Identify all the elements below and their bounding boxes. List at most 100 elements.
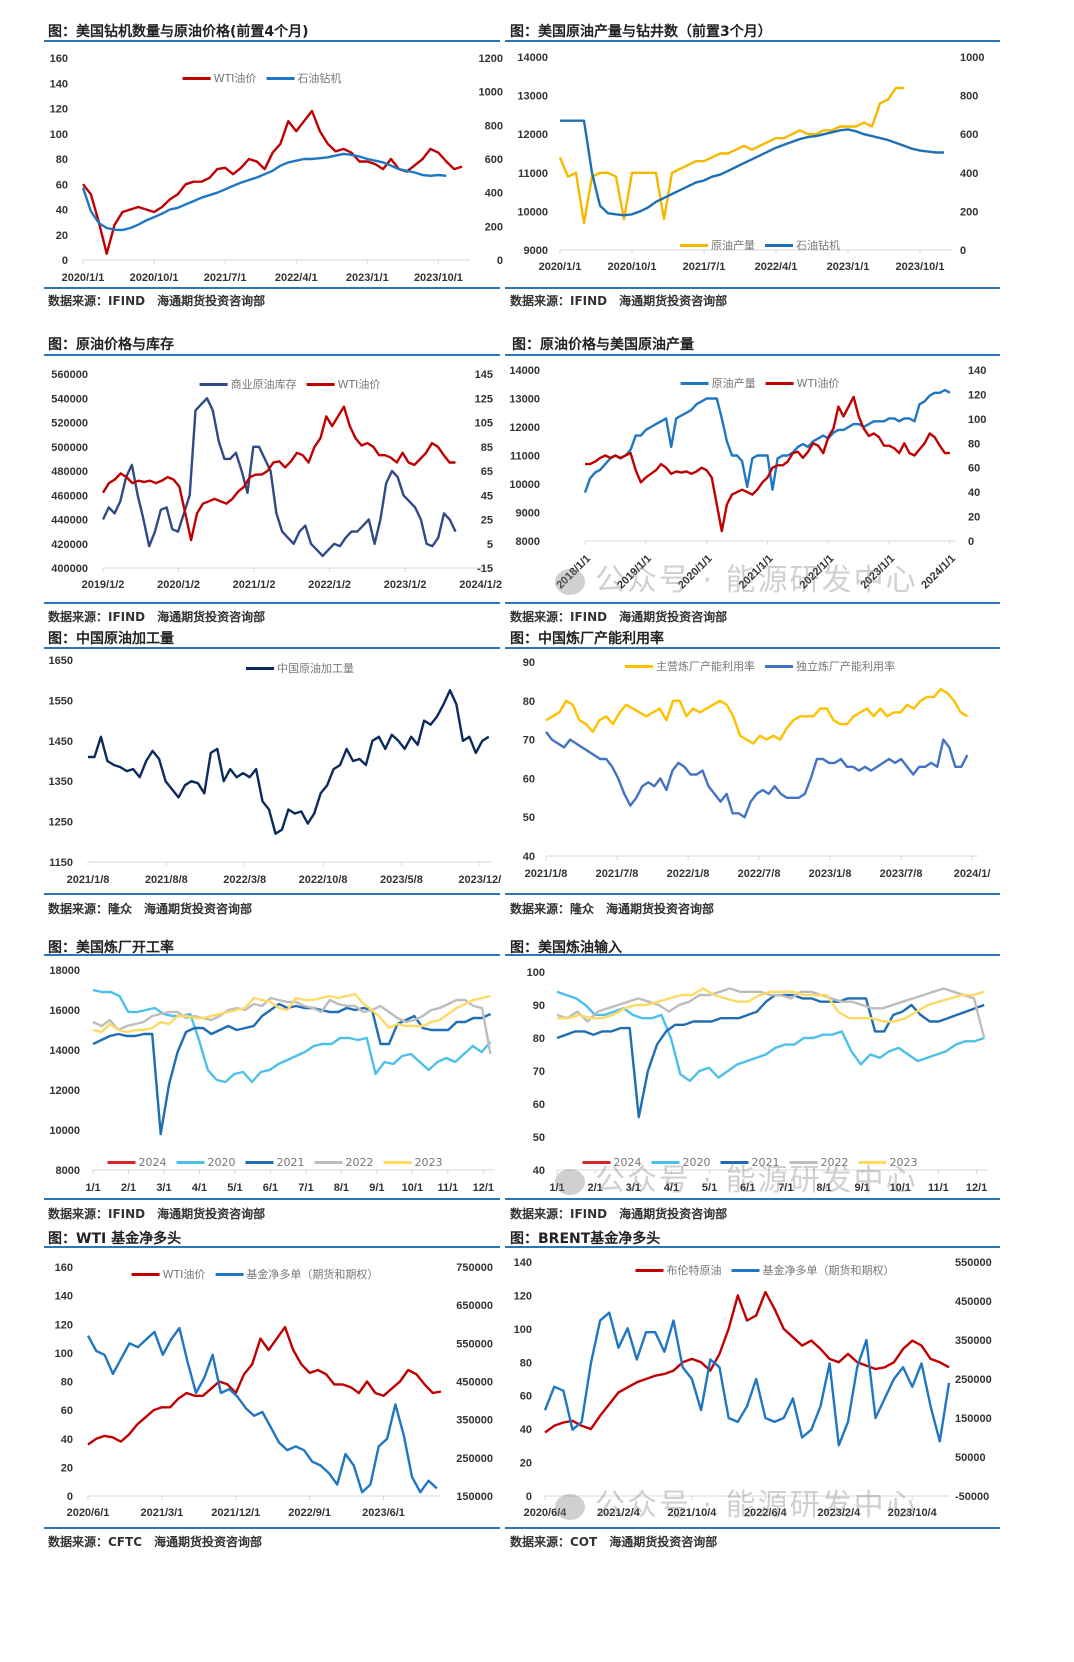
y-tick-label: 50 xyxy=(533,1132,545,1144)
x-tick-label: 2020/10/1 xyxy=(608,261,657,273)
x-tick-label: 10/1 xyxy=(890,1182,911,1194)
data-source: 数据来源：IFIND 海通期货投资咨询部 xyxy=(48,610,266,624)
legend-swatch xyxy=(266,76,295,80)
x-tick-label: 4/1 xyxy=(192,1182,207,1194)
series-line-0 xyxy=(101,397,457,558)
y-tick-label: 1650 xyxy=(49,655,73,667)
series-line-1 xyxy=(101,405,456,542)
x-tick-label: 2021/7/1 xyxy=(683,261,726,273)
data-source: 数据来源：CFTC 海通期货投资咨询部 xyxy=(48,1535,262,1549)
y-tick-label: 60 xyxy=(533,1099,545,1111)
y2-tick-label: 550000 xyxy=(955,1257,992,1269)
series-line-0 xyxy=(88,689,490,835)
y2-tick-label: 800 xyxy=(485,120,503,132)
y-tick-label: 12000 xyxy=(509,422,540,434)
x-tick-label: 2021/1/8 xyxy=(525,868,568,880)
y-tick-label: 18000 xyxy=(49,965,80,977)
y-tick-label: 560000 xyxy=(51,369,88,381)
title-divider xyxy=(505,354,1000,356)
x-tick-label: 2023/1/1 xyxy=(346,272,389,284)
chart-title: 图：BRENT基金净多头 xyxy=(510,1231,661,1247)
chart-legend: 中国原油加工量 xyxy=(246,660,354,676)
y-tick-label: 90 xyxy=(523,657,535,669)
series-line-0 xyxy=(583,388,951,494)
title-divider xyxy=(44,647,500,649)
x-tick-label: 2023/10/4 xyxy=(888,1507,938,1519)
title-divider xyxy=(44,354,500,356)
x-tick-label: 2023/5/8 xyxy=(380,874,423,886)
y2-tick-label: 85 xyxy=(481,442,493,454)
title-divider xyxy=(44,1246,500,1248)
y-tick-label: 120 xyxy=(55,1319,73,1331)
data-source: 数据来源：隆众 海通期货投资咨询部 xyxy=(48,902,253,916)
y-tick-label: 80 xyxy=(533,1033,545,1045)
x-tick-label: 2/1 xyxy=(587,1182,602,1194)
x-tick-label: 2020/1/1 xyxy=(539,261,582,273)
y-tick-label: 160 xyxy=(50,53,68,65)
x-tick-label: 10/1 xyxy=(402,1182,423,1194)
legend-label: 基金净多单（期货和期权） xyxy=(762,1264,895,1277)
y2-tick-label: 50000 xyxy=(955,1452,986,1464)
y-tick-label: 80 xyxy=(523,696,535,708)
legend-label: 2024 xyxy=(138,1156,167,1169)
x-tick-label: 11/1 xyxy=(437,1182,458,1194)
legend-item: 基金净多单（期货和期权） xyxy=(731,1262,895,1278)
y-tick-label: 70 xyxy=(533,1066,545,1078)
x-tick-label: 2023/10/1 xyxy=(414,272,463,284)
legend-label: 商业原油库存 xyxy=(230,378,297,391)
legend-label: WTI油价 xyxy=(337,378,381,391)
legend-label: 独立炼厂产能利用率 xyxy=(796,660,895,673)
y-tick-label: 8000 xyxy=(56,1165,80,1177)
watermark: 公众号 · 能源研发中心 xyxy=(555,555,918,599)
legend-label: 基金净多单（期货和期权） xyxy=(246,1268,379,1281)
chart-title: 图：中国原油加工量 xyxy=(48,631,174,647)
y2-tick-label: 5 xyxy=(487,539,493,551)
x-tick-label: 7/1 xyxy=(778,1182,793,1194)
data-source: 数据来源：IFIND 海通期货投资咨询部 xyxy=(510,1207,728,1221)
series-line-0 xyxy=(558,86,904,225)
chart-legend: 原油产量 WTI油价 xyxy=(680,375,839,391)
legend-swatch xyxy=(651,1161,680,1164)
x-tick-label: 2023/1/8 xyxy=(809,868,852,880)
watermark: 公众号 · 能源研发中心 xyxy=(555,1480,918,1524)
y-tick-label: 12000 xyxy=(49,1085,80,1097)
legend-item: WTI油价 xyxy=(131,1266,205,1282)
series-line-1 xyxy=(560,119,944,217)
data-source: 数据来源：隆众 海通期货投资咨询部 xyxy=(510,902,715,916)
x-tick-label: 2022/7/8 xyxy=(738,868,781,880)
x-tick-label: 2022/4/1 xyxy=(755,261,798,273)
x-tick-label: 6/1 xyxy=(740,1182,755,1194)
legend-swatch xyxy=(731,1268,760,1272)
y-tick-label: 60 xyxy=(56,179,68,191)
y2-tick-label: 60 xyxy=(968,463,980,475)
legend-swatch xyxy=(246,666,274,670)
y-tick-label: 20 xyxy=(520,1458,532,1470)
chart-1: 0 20 40 60 80 100 120 140 160 0 200 400 600 800 1000 12… xyxy=(50,53,503,284)
y2-tick-label: 1200 xyxy=(479,53,503,65)
chart-legend: WTI油价 基金净多单（期货和期权） xyxy=(131,1266,379,1282)
y-tick-label: 1150 xyxy=(49,857,73,869)
y-tick-label: 0 xyxy=(526,1491,532,1503)
legend-swatch xyxy=(215,1272,244,1276)
chart-title: 图：中国炼厂产能利用率 xyxy=(510,631,664,647)
chart-6: 40 50 60 70 80 90 2021/1/8 2021/7/8 2022/1/8 2022… xyxy=(523,657,991,880)
x-tick-label: 2022/6/4 xyxy=(744,1507,788,1519)
x-tick-label: 8/1 xyxy=(334,1182,349,1194)
y-tick-label: 12000 xyxy=(517,129,548,141)
y-tick-label: 480000 xyxy=(51,466,88,478)
x-tick-label: 2023/7/8 xyxy=(880,868,923,880)
y-tick-label: 40 xyxy=(56,205,68,217)
y2-tick-label: 1000 xyxy=(479,87,503,99)
y2-tick-label: 125 xyxy=(475,393,493,405)
y-tick-label: 20 xyxy=(56,230,68,242)
series-line-3 xyxy=(556,987,986,1039)
y-tick-label: 80 xyxy=(61,1377,73,1389)
y-tick-label: 140 xyxy=(514,1257,532,1269)
series-line-4 xyxy=(557,987,985,1023)
chart-legend: 商业原油库存 WTI油价 xyxy=(199,376,381,392)
series-line-1 xyxy=(86,1326,438,1494)
legend-item: 2022 xyxy=(314,1156,374,1169)
x-tick-label: 2024/1/2 xyxy=(459,579,502,591)
legend-swatch xyxy=(635,1268,664,1272)
